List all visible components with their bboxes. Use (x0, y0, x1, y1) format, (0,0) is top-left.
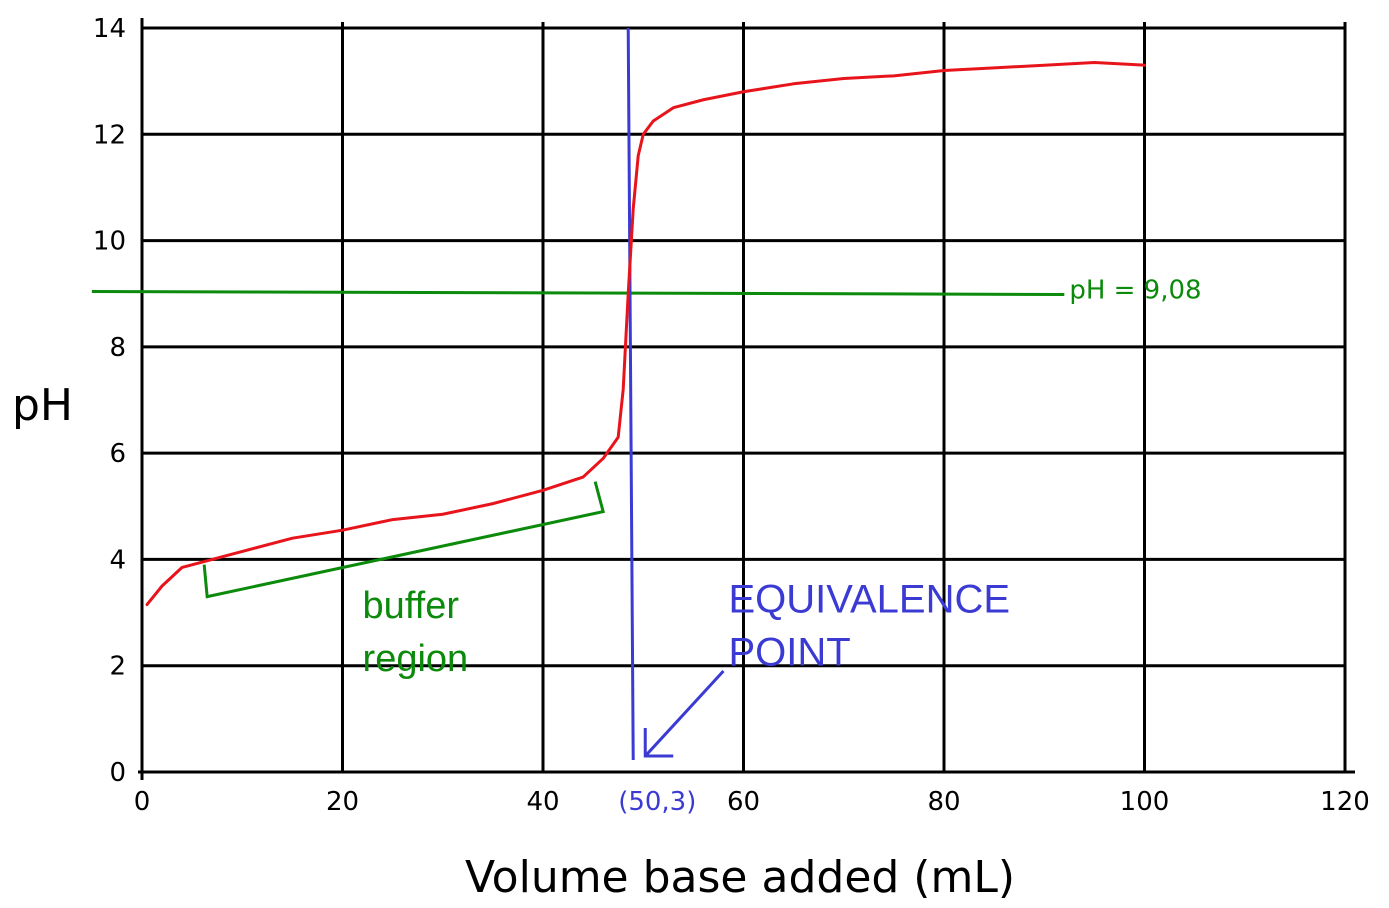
ph-line-label: pH = 9,08 (1069, 275, 1201, 305)
arrow-shaft (644, 670, 725, 758)
y-tick-label-10: 10 (93, 227, 126, 257)
y-tick-labels: 0 2 4 6 8 10 12 14 (93, 14, 126, 788)
y-tick-label-0: 0 (109, 758, 126, 788)
buffer-label-line2: region (363, 638, 469, 680)
x-tick-label-20: 20 (326, 787, 359, 817)
y-tick-label-12: 12 (93, 120, 126, 150)
series-layer (145, 61, 1146, 607)
x-tick-label-40: 40 (526, 787, 559, 817)
x-tick-label-80: 80 (927, 787, 960, 817)
y-tick-label-8: 8 (109, 333, 126, 363)
equivalence-line (626, 27, 635, 761)
x-tick-label-0: 0 (134, 787, 151, 817)
equivalence-label-line2: POINT (728, 631, 850, 675)
y-tick-label-14: 14 (93, 14, 126, 44)
buffer-bracket (202, 481, 606, 599)
x-tick-label-120: 120 (1320, 787, 1370, 817)
series-line-0 (145, 61, 1146, 607)
ph-reference-line (91, 289, 1065, 296)
x-tick-labels: 0 20 40 60 80 100 120 (134, 787, 1370, 817)
y-tick-label-4: 4 (109, 545, 126, 575)
y-axis-title: pH (12, 380, 73, 431)
axes (138, 18, 1355, 780)
buffer-bracket-line (202, 481, 606, 599)
y-tick-label-2: 2 (109, 652, 126, 682)
equivalence-point-label: (50,3) (618, 787, 696, 817)
grid-lines (142, 22, 1347, 772)
x-tick-label-60: 60 (727, 787, 760, 817)
arrow-head (643, 728, 674, 758)
y-tick-label-6: 6 (109, 439, 126, 469)
equivalence-arrow (643, 670, 725, 758)
buffer-label-line1: buffer (363, 585, 460, 627)
x-tick-label-100: 100 (1120, 787, 1170, 817)
equivalence-label-line1: EQUIVALENCE (728, 578, 1010, 622)
x-axis-title: Volume base added (mL) (465, 852, 1015, 903)
